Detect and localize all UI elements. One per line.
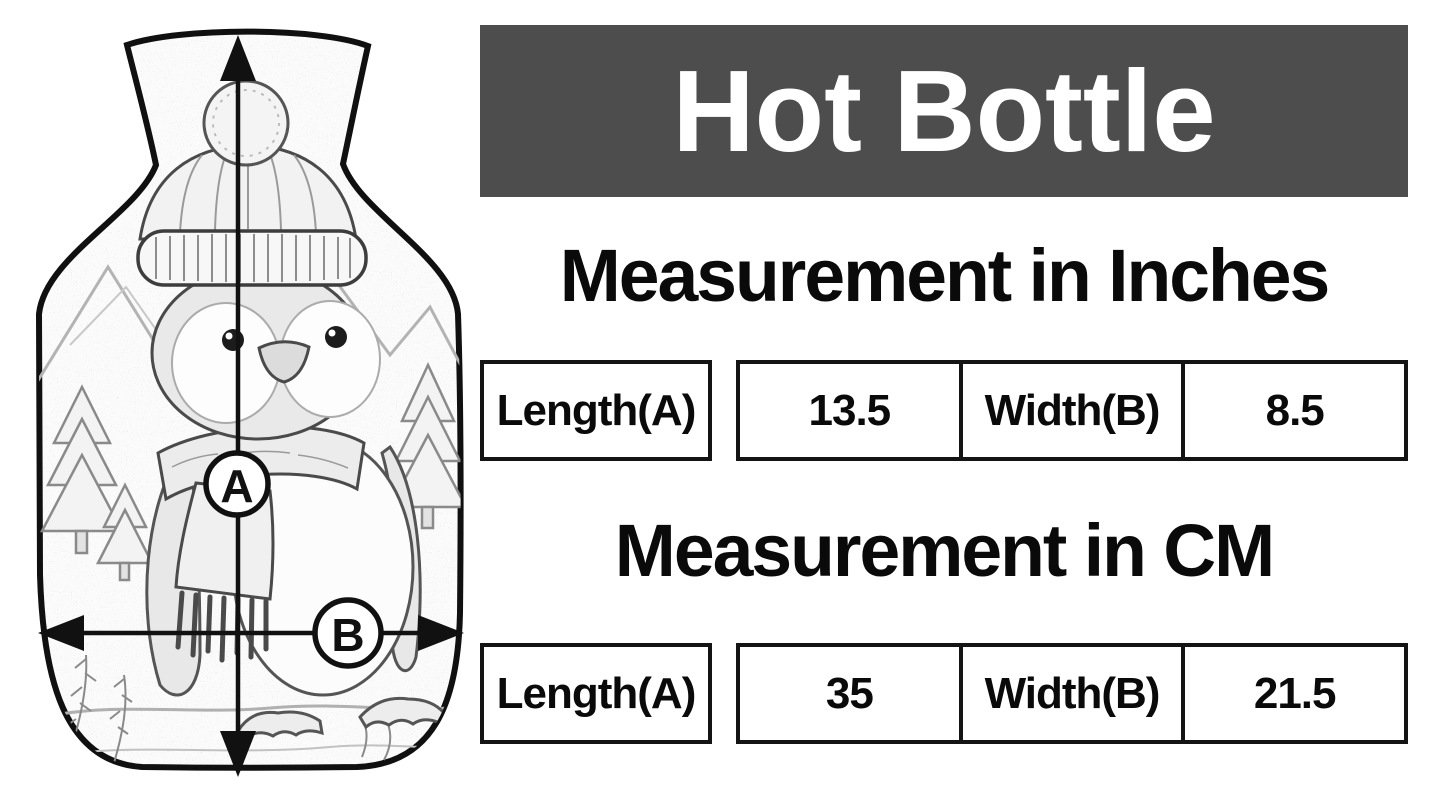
- cm-length-label-cell: Length(A): [480, 643, 712, 744]
- cm-width-label: Width(B): [984, 668, 1161, 718]
- heading-inches: Measurement in Inches: [559, 234, 1331, 317]
- arrow-right-icon: [418, 615, 464, 651]
- penguin-hat-band: [136, 229, 368, 287]
- penguin-beak: [257, 340, 311, 384]
- measurement-panel: Hot Bottle Measurement in Inches Length(…: [480, 0, 1408, 802]
- inches-values-table: 13.5 Width(B) 8.5: [736, 360, 1408, 461]
- penguin-pompom: [202, 79, 290, 167]
- penguin-right-eye: [325, 326, 347, 348]
- width-marker-label: B: [331, 609, 364, 661]
- inches-width-label-cell: Width(B): [958, 364, 1182, 457]
- cm-length-value: 35: [825, 668, 874, 718]
- cm-values-table: 35 Width(B) 21.5: [736, 643, 1408, 744]
- label-b-badge: B: [312, 597, 384, 669]
- title-banner: Hot Bottle: [480, 25, 1408, 197]
- cm-length-label: Length(A): [496, 668, 697, 718]
- label-a-badge: A: [203, 450, 271, 518]
- inches-width-value-cell: 8.5: [1181, 364, 1404, 457]
- inches-length-value-cell: 13.5: [740, 364, 959, 457]
- cm-length-value-cell: 35: [740, 647, 959, 740]
- heading-cm: Measurement in CM: [614, 509, 1275, 592]
- hot-water-bottle-illustration: A B: [35, 28, 464, 777]
- cm-row: Length(A) 35 Width(B) 21.5: [480, 643, 1408, 744]
- pine-trees-left: [39, 384, 155, 582]
- length-arrow: [220, 35, 256, 777]
- inches-row: Length(A) 13.5 Width(B) 8.5: [480, 360, 1408, 461]
- length-marker-label: A: [220, 460, 253, 512]
- arrow-down-icon: [220, 731, 256, 777]
- cm-width-value: 21.5: [1253, 668, 1337, 718]
- arrow-up-icon: [220, 35, 256, 81]
- penguin-left-eye: [222, 329, 244, 351]
- fern-sketch: [64, 654, 392, 764]
- inches-length-value: 13.5: [808, 385, 892, 435]
- page-title: Hot Bottle: [672, 46, 1216, 176]
- inches-width-value: 8.5: [1265, 385, 1325, 435]
- inches-length-label-cell: Length(A): [480, 360, 712, 461]
- cm-width-value-cell: 21.5: [1181, 647, 1404, 740]
- penguin-right-foot: [358, 696, 446, 730]
- cm-width-label-cell: Width(B): [958, 647, 1182, 740]
- inches-width-label: Width(B): [984, 385, 1161, 435]
- penguin-left-foot: [235, 710, 324, 739]
- inches-length-label: Length(A): [496, 385, 697, 435]
- arrow-left-icon: [38, 615, 84, 651]
